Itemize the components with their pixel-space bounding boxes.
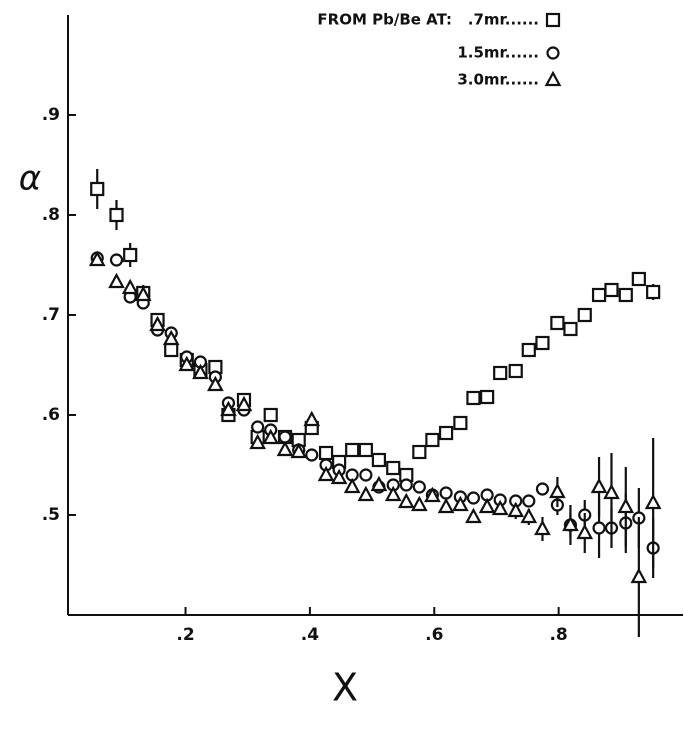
legend-marker	[546, 46, 560, 60]
data-point	[305, 448, 319, 462]
data-point	[358, 442, 373, 458]
data-point	[617, 497, 635, 514]
data-point	[249, 433, 267, 450]
y-axis-label: α	[19, 159, 41, 199]
data-point	[386, 460, 401, 476]
data-point	[520, 507, 538, 524]
data-point	[466, 491, 481, 505]
data-point	[480, 389, 495, 405]
data-point	[508, 363, 523, 379]
data-point	[330, 468, 348, 485]
data-point	[437, 497, 455, 514]
data-point	[550, 315, 565, 331]
data-point	[109, 253, 124, 267]
x-tick-label: .4	[301, 625, 319, 645]
data-point	[123, 247, 138, 263]
data-point	[412, 480, 426, 494]
data-point	[630, 567, 648, 584]
legend-label: 1.5mr......	[457, 44, 539, 62]
data-point	[303, 410, 321, 427]
data-point	[192, 363, 209, 380]
data-point	[591, 287, 607, 303]
data-point	[370, 475, 388, 492]
data-point	[207, 375, 224, 392]
data-point	[162, 329, 180, 346]
y-tick-label: .6	[42, 405, 60, 425]
data-point	[453, 415, 468, 431]
data-point	[235, 395, 253, 412]
data-point	[384, 485, 402, 502]
data-point	[276, 440, 294, 457]
data-point	[549, 482, 566, 499]
data-point	[410, 495, 428, 512]
data-point	[164, 342, 179, 358]
data-point	[263, 407, 278, 423]
data-point	[644, 493, 662, 510]
data-point	[262, 428, 280, 445]
y-tick-label: .9	[42, 105, 60, 125]
data-point	[491, 499, 509, 516]
data-point	[521, 342, 536, 358]
data-point	[317, 465, 335, 482]
data-point	[108, 272, 125, 289]
legend-marker	[545, 12, 561, 28]
data-point	[592, 521, 606, 535]
x-tick-label: .2	[176, 625, 194, 645]
data-point	[371, 452, 387, 468]
data-point	[562, 515, 579, 532]
data-point	[493, 365, 508, 381]
data-point	[412, 444, 427, 460]
data-point	[534, 519, 551, 536]
x-tick-label: .6	[425, 625, 443, 645]
data-point	[318, 445, 334, 461]
data-point	[522, 494, 536, 508]
data-point	[478, 497, 496, 514]
data-point	[345, 442, 360, 458]
data-point	[134, 285, 152, 302]
data-point	[604, 282, 619, 298]
data-point	[424, 486, 441, 503]
data-point	[397, 492, 415, 509]
data-point	[465, 507, 482, 524]
data-point	[576, 523, 594, 540]
data-point	[149, 315, 166, 332]
data-point	[343, 477, 361, 494]
legend-marker	[544, 70, 562, 87]
data-point	[646, 284, 661, 300]
data-point	[603, 483, 620, 500]
data-point	[577, 307, 592, 323]
data-point	[88, 250, 106, 267]
data-point	[178, 355, 196, 372]
data-point	[357, 485, 375, 502]
data-point	[631, 271, 646, 287]
data-point	[618, 287, 633, 303]
data-point	[90, 181, 105, 197]
data-point	[466, 390, 481, 406]
data-point	[438, 425, 454, 441]
data-point	[399, 478, 413, 492]
data-point	[220, 400, 237, 417]
y-tick-label: .8	[42, 205, 60, 225]
data-point	[251, 420, 265, 434]
data-point	[452, 495, 469, 512]
legend-label: .7mr......	[468, 11, 539, 29]
y-tick-label: .7	[42, 305, 60, 325]
data-point	[439, 486, 453, 500]
legend-title: FROM Pb/Be AT:	[317, 11, 452, 29]
data-point	[425, 432, 440, 448]
x-tick-label: .8	[549, 625, 567, 645]
data-point	[590, 477, 608, 494]
data-point	[359, 468, 373, 482]
data-point	[507, 501, 525, 518]
y-tick-label: .5	[42, 505, 60, 525]
data-point	[290, 442, 308, 459]
data-point	[535, 482, 550, 496]
data-point	[121, 278, 139, 295]
x-axis-label: X	[332, 666, 358, 710]
data-point	[535, 335, 550, 351]
data-point	[563, 321, 578, 337]
data-point	[109, 207, 124, 223]
legend-label: 3.0mr......	[457, 71, 539, 89]
